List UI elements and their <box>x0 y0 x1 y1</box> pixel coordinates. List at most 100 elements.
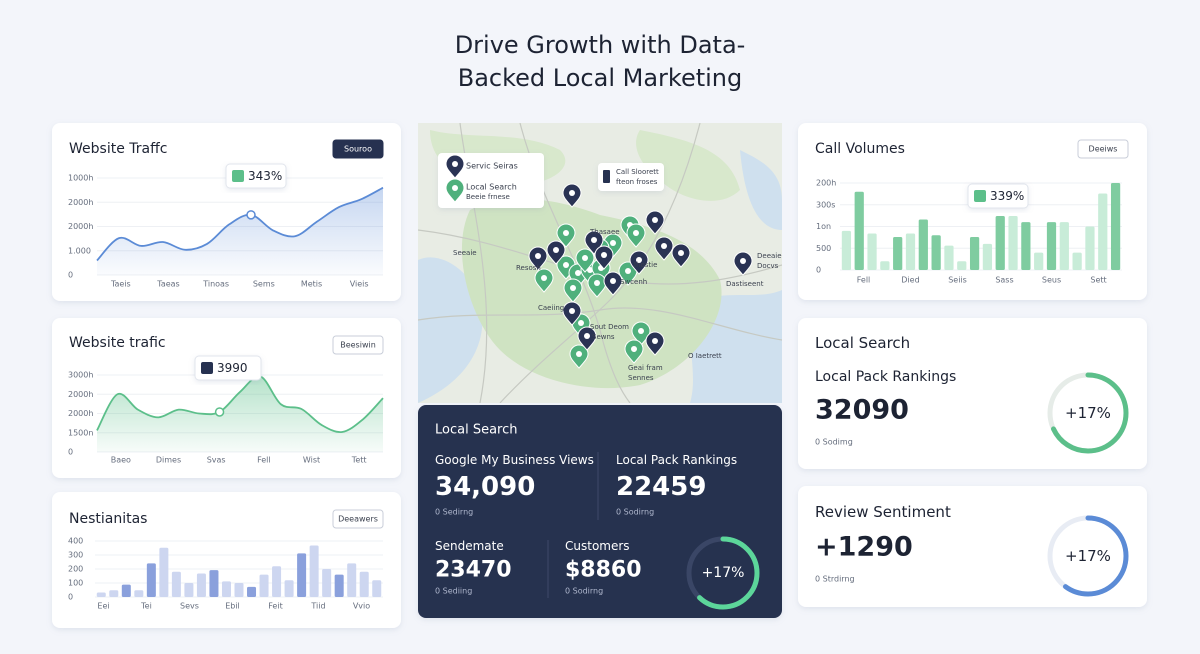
map-pin-dot <box>610 278 616 284</box>
map-place: Docvs <box>757 262 779 270</box>
bar <box>146 563 156 597</box>
map-pin-dot <box>541 275 547 281</box>
y-tick-label: 300 <box>68 551 83 560</box>
metric-value: +1290 <box>815 532 913 563</box>
x-tick-label: Ebil <box>225 602 240 611</box>
map-place: Dastiseent <box>726 280 764 288</box>
metric-value: 22459 <box>616 472 706 502</box>
x-tick-label: Sett <box>1090 276 1106 285</box>
land <box>636 130 740 201</box>
x-tick-label: Feit <box>268 602 282 611</box>
x-tick-label: Wist <box>303 456 320 465</box>
bar <box>109 590 119 597</box>
bar <box>234 583 244 597</box>
page-title: Backed Local Marketing <box>458 64 742 92</box>
metric-note: 0 Sedirng <box>435 508 473 517</box>
map-pin-dot <box>636 257 642 263</box>
legend-entry: Servic Seiras <box>466 162 518 171</box>
page-title: Drive Growth with Data- <box>455 31 746 59</box>
water <box>418 257 483 403</box>
bar <box>931 235 941 270</box>
x-tick-label: Tiid <box>310 602 325 611</box>
bar <box>995 216 1005 270</box>
map-pin-dot <box>576 351 582 357</box>
bar <box>171 571 181 597</box>
bar <box>1072 252 1082 270</box>
bar <box>372 580 382 597</box>
marker <box>246 210 256 220</box>
map-pin-dot <box>553 247 559 253</box>
card-title: Nestianitas <box>69 511 147 527</box>
map-pin-dot <box>740 258 746 264</box>
card <box>798 318 1147 469</box>
bar <box>918 219 928 270</box>
y-tick-label: 1000h <box>68 174 93 183</box>
callout: fteon froses <box>616 178 658 186</box>
map-place: Sout Deom <box>590 323 629 331</box>
metric-value: 34,090 <box>435 472 535 502</box>
badge-icon <box>232 170 244 182</box>
y-tick-label: 2000h <box>68 409 93 418</box>
metric-note: 0 Sodirng <box>565 587 603 596</box>
card-title: Website Traffc <box>69 141 167 157</box>
bar <box>159 547 169 597</box>
badge-value: 339% <box>990 189 1024 203</box>
y-tick-label: 200h <box>816 179 836 188</box>
x-tick-label: Tett <box>351 456 367 465</box>
button-label: Souroo <box>344 145 372 154</box>
map-pin-dot <box>601 252 607 258</box>
bar <box>284 580 294 597</box>
card-title: Website trafic <box>69 335 166 351</box>
map-pin-dot <box>563 230 569 236</box>
map-pin-dot <box>575 270 581 276</box>
x-tick-label: Vvio <box>353 602 370 611</box>
marker <box>214 407 225 417</box>
map-pin-dot <box>631 346 637 352</box>
map-pin-dot <box>563 262 569 268</box>
bar <box>841 230 852 270</box>
map-pin-dot <box>569 308 575 314</box>
x-tick-label: Svas <box>207 456 226 465</box>
y-tick-label: 100 <box>68 579 83 588</box>
x-tick-label: Dimes <box>156 456 181 465</box>
x-tick-label: Taeis <box>110 280 131 289</box>
bar <box>957 261 967 270</box>
bar <box>944 245 954 270</box>
ring-arc <box>1047 515 1129 597</box>
metric-note: 0 Sediing <box>435 587 472 596</box>
map-pin-dot <box>652 217 658 223</box>
area <box>97 376 383 452</box>
metric-value: $8860 <box>565 558 642 583</box>
x-tick-label: Sems <box>253 280 275 289</box>
map-place: Resosh <box>516 264 541 272</box>
bar <box>905 233 916 270</box>
map-pin-dot <box>638 328 644 334</box>
callout: Call Sloorett <box>616 168 659 176</box>
button <box>332 335 384 355</box>
bar <box>893 236 903 270</box>
bar <box>309 545 319 597</box>
map-place: O Iaetrett <box>688 352 722 360</box>
legend-entry: Beeie frnese <box>466 193 510 201</box>
bar <box>867 233 877 270</box>
card <box>798 486 1147 607</box>
bar <box>184 583 194 597</box>
metric-note: 0 Strdirng <box>815 575 855 584</box>
bar <box>121 584 131 597</box>
map-pin-dot <box>570 285 576 291</box>
map-pin-dot <box>452 185 458 191</box>
button <box>1077 139 1129 159</box>
y-tick-label: 0 <box>816 266 821 275</box>
bar <box>1021 222 1031 270</box>
bar <box>1046 222 1057 270</box>
x-tick-label: Metis <box>301 280 322 289</box>
card-title: Review Sentiment <box>815 503 951 521</box>
bar <box>1059 222 1069 270</box>
y-tick-label: 300s <box>816 200 835 209</box>
bar <box>196 573 206 597</box>
x-tick-label: Tei <box>140 602 152 611</box>
bar <box>854 191 864 270</box>
map-pin-dot <box>535 253 541 259</box>
water <box>740 150 782 230</box>
